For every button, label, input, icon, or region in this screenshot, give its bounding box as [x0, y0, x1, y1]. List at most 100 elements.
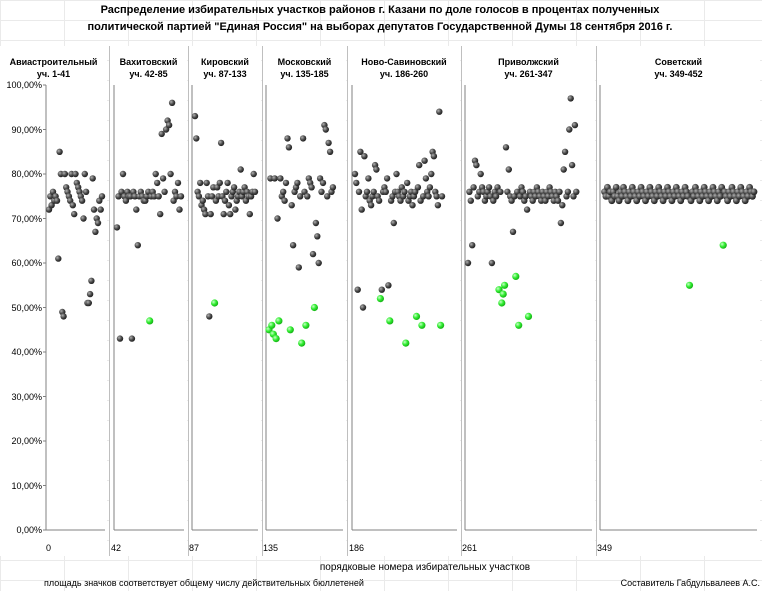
data-point [497, 188, 504, 195]
data-point [271, 175, 278, 182]
data-point [557, 219, 565, 227]
district-range: уч. 261-347 [504, 69, 553, 79]
data-point [357, 148, 364, 155]
data-point [564, 188, 572, 195]
data-point [217, 139, 225, 147]
data-point-highlight [498, 299, 506, 307]
data-point [375, 197, 383, 204]
data-point [288, 202, 295, 209]
data-point [207, 210, 214, 218]
data-point [502, 144, 510, 151]
data-point [152, 170, 159, 178]
data-point [90, 206, 98, 213]
data-point [251, 188, 259, 195]
data-point [390, 219, 397, 227]
x-tick-label: 349 [597, 543, 613, 553]
data-point [559, 202, 566, 209]
data-point-highlight [685, 281, 694, 289]
data-point [467, 197, 474, 204]
data-points [45, 95, 758, 347]
x-tick-label: 186 [349, 543, 365, 553]
data-point [421, 157, 428, 164]
district-name: Приволжский [498, 57, 559, 67]
data-point [60, 313, 67, 320]
data-point-highlight [302, 321, 310, 329]
district-range: уч. 135-185 [280, 69, 329, 79]
data-point [174, 179, 182, 187]
data-point [277, 175, 284, 182]
data-point [422, 175, 430, 182]
data-point-highlight [298, 339, 306, 347]
data-point [716, 192, 724, 200]
data-point [197, 179, 204, 187]
y-tick-label: 60,00% [11, 258, 42, 268]
district-range: уч. 87-133 [203, 69, 247, 79]
data-point [567, 95, 574, 102]
data-point [314, 233, 321, 240]
data-point [82, 188, 90, 195]
data-point [113, 224, 121, 231]
data-point [361, 153, 368, 160]
data-point [158, 130, 165, 138]
y-tick-label: 80,00% [11, 169, 42, 179]
district-name: Советский [654, 57, 703, 67]
data-point-highlight [272, 335, 280, 343]
data-point [208, 193, 216, 200]
data-point [359, 304, 367, 311]
data-point [86, 290, 94, 298]
data-point [434, 202, 442, 209]
data-point [325, 139, 332, 147]
data-point [420, 193, 427, 200]
data-point [522, 193, 529, 200]
data-point [165, 121, 173, 129]
data-point [116, 335, 124, 342]
data-point [492, 193, 500, 200]
data-point [299, 135, 307, 142]
data-point [134, 242, 141, 249]
data-point [560, 166, 567, 173]
x-tick-label: 42 [111, 543, 122, 553]
data-point [322, 126, 329, 133]
data-point [378, 286, 385, 293]
data-point [414, 184, 422, 191]
data-point-highlight [386, 317, 394, 325]
data-point [297, 193, 304, 200]
y-tick-label: 20,00% [11, 436, 42, 446]
author-credit: Составитель Габдульвалеев А.С. [620, 578, 760, 588]
data-point [355, 188, 363, 195]
data-point [324, 193, 331, 200]
data-point [71, 210, 78, 218]
x-tick-label: 87 [189, 543, 200, 553]
data-point [274, 215, 281, 222]
data-point [88, 277, 95, 284]
y-tick-label: 70,00% [11, 213, 42, 224]
data-point [191, 112, 199, 120]
data-point [284, 135, 291, 142]
data-point [282, 179, 290, 187]
data-point [393, 170, 400, 178]
data-point [566, 126, 573, 133]
data-point [308, 184, 315, 191]
data-point [469, 242, 476, 249]
data-point [433, 193, 440, 200]
data-point-highlight [412, 312, 421, 320]
district-range: уч. 42-85 [129, 69, 168, 79]
district-panel: Вахитовский уч. 42-85 [109, 46, 187, 556]
data-point [464, 259, 472, 267]
data-point [373, 166, 380, 173]
data-point [199, 197, 206, 204]
district-header: Вахитовский уч. 42-85 [110, 56, 187, 80]
data-point [295, 264, 302, 271]
data-point [370, 188, 377, 195]
district-header: Ново-Савиновский уч. 186-260 [348, 56, 460, 80]
data-point [363, 188, 371, 195]
district-name: Авиастроительный [9, 57, 98, 67]
data-point [230, 184, 238, 191]
data-point [477, 170, 484, 178]
x-tick-label: 261 [462, 543, 478, 553]
data-point [173, 193, 180, 200]
data-point [119, 170, 127, 178]
data-point [294, 179, 301, 187]
data-point [281, 197, 288, 204]
